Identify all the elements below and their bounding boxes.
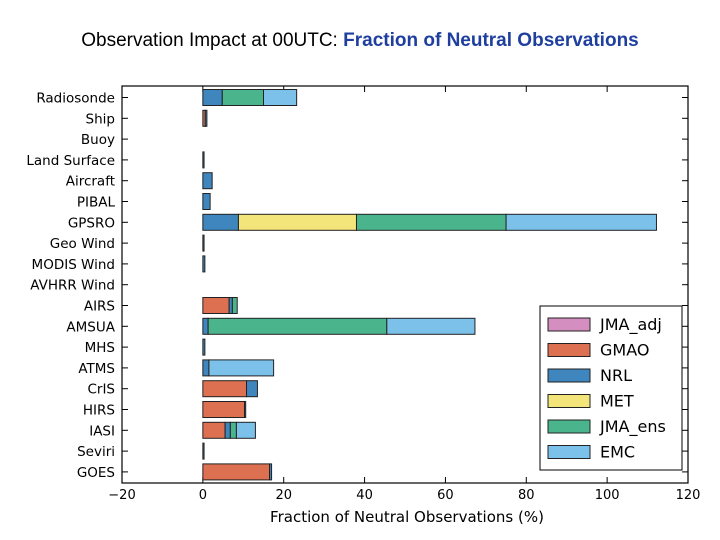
- y-category-label: AVHRR Wind: [30, 278, 115, 294]
- bar-NRL-geo-wind: [202, 234, 205, 252]
- y-category-label: GOES: [77, 465, 115, 481]
- bar-NRL-mhs: [202, 338, 206, 356]
- legend-label-EMC: EMC: [600, 443, 635, 462]
- legend-swatch-NRL: [547, 368, 591, 383]
- bar-EMC-atms: [208, 359, 275, 377]
- legend-label-JMA_adj: JMA_adj: [599, 315, 662, 335]
- bar-NRL-gpsro: [202, 213, 239, 231]
- y-category-label: MHS: [85, 340, 115, 356]
- bar-NRL-iasi: [224, 421, 231, 439]
- bar-EMC-amsua: [386, 317, 476, 335]
- x-tick-label: 40: [356, 488, 373, 503]
- bar-JMA_ens-gpsro: [355, 213, 507, 231]
- bar-EMC-iasi: [235, 421, 256, 439]
- x-tick-label: −20: [108, 488, 135, 503]
- legend-swatch-JMA_ens: [547, 419, 591, 434]
- bar-NRL-goes: [269, 463, 273, 481]
- bar-NRL-amsua: [202, 317, 209, 335]
- y-category-label: Geo Wind: [50, 236, 115, 252]
- legend-swatch-JMA_adj: [547, 317, 591, 332]
- bar-JMA_ens-iasi: [229, 421, 237, 439]
- legend-swatch-MET: [547, 394, 591, 408]
- bar-NRL-cris: [246, 380, 258, 398]
- bar-JMA_ens-airs: [231, 297, 238, 314]
- bar-GMAO-goes: [202, 463, 271, 481]
- y-category-label: Ship: [86, 111, 115, 127]
- y-category-label: Seviri: [77, 444, 115, 460]
- bar-NRL-pibal: [202, 193, 211, 210]
- legend-label-JMA_ens: JMA_ens: [599, 417, 666, 437]
- x-axis-label: Fraction of Neutral Observations (%): [270, 508, 544, 526]
- bar-GMAO-airs: [202, 297, 230, 314]
- x-tick-label: 20: [275, 488, 292, 503]
- legend-label-MET: MET: [600, 392, 634, 411]
- bar-JMA_ens-radiosonde: [221, 89, 265, 106]
- y-category-label: CrIS: [87, 382, 115, 398]
- y-category-label: GPSRO: [68, 215, 115, 231]
- legend-swatch-EMC: [547, 445, 591, 459]
- y-category-label: Radiosonde: [36, 91, 115, 107]
- y-category-label: Land Surface: [26, 153, 115, 169]
- bar-EMC-radiosonde: [263, 89, 298, 106]
- legend-box: [539, 305, 683, 471]
- bar-GMAO-hirs: [202, 401, 245, 418]
- x-tick-label: 0: [199, 488, 207, 503]
- bar-MET-gpsro: [237, 213, 357, 231]
- bar-GMAO-cris: [202, 380, 248, 398]
- bar-NRL-radiosonde: [202, 89, 223, 106]
- y-category-label: PIBAL: [77, 195, 116, 211]
- y-category-label: AIRS: [84, 299, 115, 315]
- bar-NRL-modis-wind: [202, 255, 206, 273]
- legend-label-GMAO: GMAO: [600, 341, 649, 360]
- y-category-label: Buoy: [81, 132, 115, 148]
- bar-NRL-land-surface: [202, 151, 205, 169]
- legend-label-NRL: NRL: [600, 366, 632, 385]
- bar-JMA_ens-amsua: [207, 317, 388, 335]
- y-category-label: AMSUA: [66, 319, 115, 335]
- bar-NRL-seviri: [202, 442, 205, 460]
- chart-title: Observation Impact at 00UTC: Fraction of…: [0, 30, 720, 52]
- x-tick-label: 80: [518, 488, 535, 503]
- bar-NRL-ship: [204, 109, 208, 127]
- bar-GMAO-iasi: [202, 421, 226, 439]
- title-highlight: Fraction of Neutral Observations: [343, 30, 639, 51]
- y-category-label: Aircraft: [66, 174, 115, 190]
- y-category-label: HIRS: [83, 403, 115, 419]
- y-category-label: MODIS Wind: [32, 257, 115, 273]
- x-tick-label: 60: [437, 488, 454, 503]
- legend-swatch-GMAO: [547, 343, 591, 357]
- y-category-label: IASI: [89, 423, 115, 439]
- y-category-label: ATMS: [78, 361, 115, 377]
- bar-EMC-gpsro: [505, 213, 657, 231]
- bar-NRL-hirs: [243, 401, 247, 418]
- x-tick-label: 100: [595, 488, 620, 503]
- x-tick-label: 120: [676, 488, 701, 503]
- bar-NRL-atms: [202, 359, 210, 377]
- title-prefix: Observation Impact at 00UTC:: [81, 30, 344, 51]
- bar-NRL-aircraft: [202, 172, 213, 190]
